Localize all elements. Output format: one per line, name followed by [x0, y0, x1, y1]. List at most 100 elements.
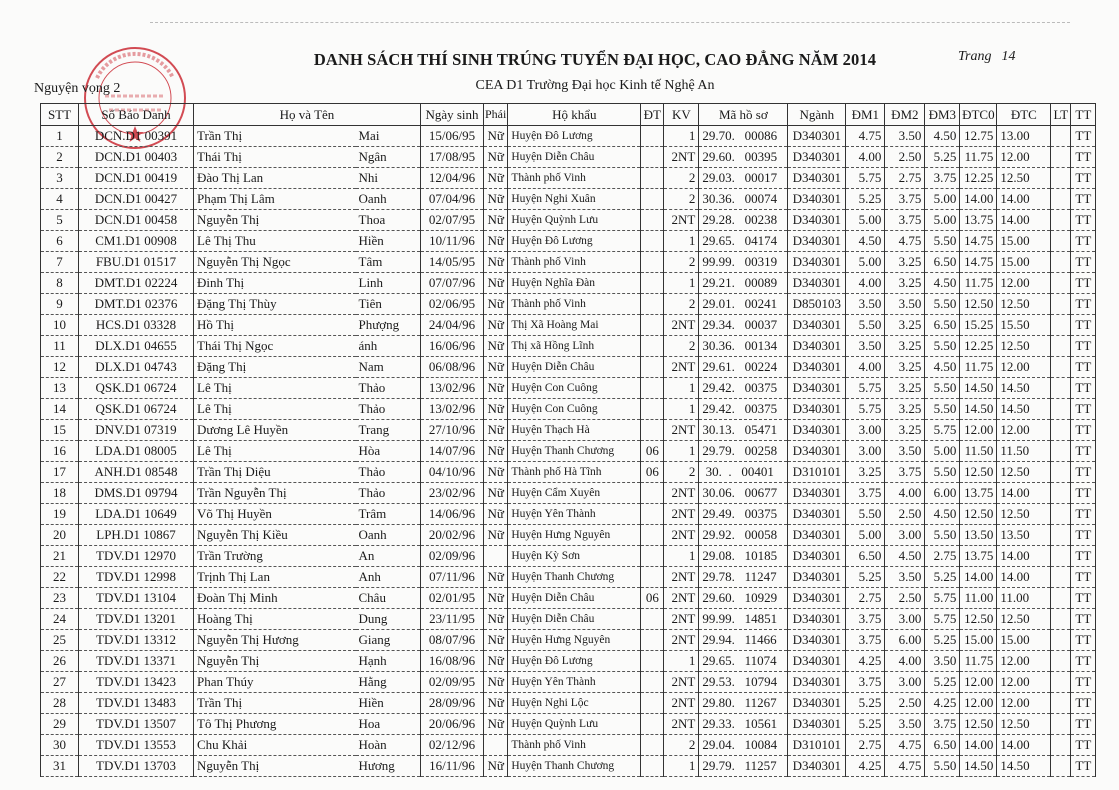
cell-dt — [640, 356, 665, 378]
cell-file-code: 29.03. 00017 — [698, 167, 789, 189]
cell-major: D340301 — [787, 755, 847, 777]
cell-given-name: Hoàn — [355, 734, 421, 756]
cell-given-name: Oanh — [355, 524, 421, 546]
cell-file-code: 29.70. 00086 — [698, 125, 789, 147]
table-row: 10 HCS.D1 03328 Hồ Thị Phượng 24/04/96 Nữ Thị … — [40, 314, 1097, 336]
cell-dm3: 5.25 — [924, 671, 961, 693]
cell-given-name: Tiên — [355, 293, 421, 315]
cell-tt: TT — [1070, 629, 1097, 651]
cell-major: D340301 — [787, 209, 847, 231]
table-row: 24 TDV.D1 13201 Hoàng Thị Dung 23/11/95 Nữ Huy… — [40, 608, 1097, 630]
table-row: 11 DLX.D1 04655 Thái Thị Ngọc ánh 16/06/96 Nữ… — [40, 335, 1097, 357]
cell-dm2: 4.75 — [884, 755, 926, 777]
cell-given-name: Trâm — [355, 503, 421, 525]
cell-given-name: Phượng — [355, 314, 421, 336]
cell-file-code: 29.94. 11466 — [698, 629, 789, 651]
cell-sbd: LDA.D1 10649 — [78, 503, 194, 525]
cell-dtc0: 15.25 — [959, 314, 998, 336]
cell-residence: Huyện Thanh Chương — [507, 440, 642, 462]
cell-dtc: 14.00 — [996, 188, 1052, 210]
cell-kv: 2NT — [663, 419, 700, 441]
table-row: 29 TDV.D1 13507 Tô Thị Phương Hoa 20/06/96 Nữ… — [40, 713, 1097, 735]
cell-sbd: TDV.D1 13371 — [78, 650, 194, 672]
cell-stt: 31 — [40, 755, 79, 777]
cell-dob: 16/06/96 — [420, 335, 484, 357]
cell-dob: 02/12/96 — [420, 734, 484, 756]
cell-lt — [1050, 482, 1072, 504]
cell-lt — [1050, 650, 1072, 672]
cell-sbd: TDV.D1 13201 — [78, 608, 194, 630]
cell-tt: TT — [1070, 755, 1097, 777]
cell-dt — [640, 734, 665, 756]
cell-given-name: Hiền — [355, 230, 421, 252]
cell-dob: 12/04/96 — [420, 167, 484, 189]
cell-dob: 06/08/96 — [420, 356, 484, 378]
cell-dm1: 5.00 — [845, 524, 886, 546]
cell-dtc: 14.00 — [996, 545, 1052, 567]
cell-surname: Trần Thị — [193, 125, 356, 147]
cell-residence: Thị xã Hồng Lĩnh — [507, 335, 642, 357]
cell-given-name: Oanh — [355, 188, 421, 210]
cell-dm2: 3.00 — [884, 524, 926, 546]
cell-gender: Nữ — [482, 587, 509, 609]
cell-dm3: 5.25 — [924, 629, 961, 651]
col-header-tt: TT — [1070, 103, 1097, 126]
cell-kv: 2NT — [663, 608, 700, 630]
cell-dm3: 2.75 — [924, 545, 961, 567]
cell-stt: 18 — [40, 482, 79, 504]
cell-file-code: 29.08. 10185 — [698, 545, 789, 567]
cell-dtc0: 12.00 — [959, 419, 998, 441]
cell-file-code: 29.92. 00058 — [698, 524, 789, 546]
cell-file-code: 29.42. 00375 — [698, 377, 789, 399]
cell-major: D850103 — [787, 293, 847, 315]
cell-dt — [640, 650, 665, 672]
cell-dm2: 3.00 — [884, 671, 926, 693]
cell-major: D340301 — [787, 230, 847, 252]
cell-dt — [640, 755, 665, 777]
cell-tt: TT — [1070, 713, 1097, 735]
cell-dob: 20/06/96 — [420, 713, 484, 735]
cell-dtc0: 15.00 — [959, 629, 998, 651]
cell-major: D340301 — [787, 440, 847, 462]
cell-kv: 2 — [663, 188, 700, 210]
cell-stt: 24 — [40, 608, 79, 630]
table-row: 19 LDA.D1 10649 Võ Thị Huyền Trâm 14/06/96 Nữ… — [40, 503, 1097, 525]
cell-dtc0: 12.25 — [959, 167, 998, 189]
cell-gender: Nữ — [482, 566, 509, 588]
cell-dtc: 12.50 — [996, 503, 1052, 525]
cell-dob: 02/01/95 — [420, 587, 484, 609]
table-row: 21 TDV.D1 12970 Trần Trường An 02/09/96 Huyện… — [40, 545, 1097, 567]
cell-surname: Lê Thị Thu — [193, 230, 356, 252]
cell-dtc: 12.00 — [996, 650, 1052, 672]
cell-lt — [1050, 671, 1072, 693]
cell-file-code: 29.80. 11267 — [698, 692, 789, 714]
table-row: 31 TDV.D1 13703 Nguyễn Thị Hương 16/11/96 Nữ H… — [40, 755, 1097, 777]
cell-file-code: 29.33. 10561 — [698, 713, 789, 735]
cell-kv: 2NT — [663, 146, 700, 168]
cell-surname: Trần Trường — [193, 545, 356, 567]
cell-lt — [1050, 356, 1072, 378]
cell-dm3: 4.25 — [924, 692, 961, 714]
cell-given-name: Nhi — [355, 167, 421, 189]
cell-stt: 4 — [40, 188, 79, 210]
col-header-sbd: Số Báo Danh — [78, 103, 194, 126]
cell-major: D340301 — [787, 608, 847, 630]
cell-gender: Nữ — [482, 503, 509, 525]
cell-dtc0: 11.75 — [959, 650, 998, 672]
table-row: 23 TDV.D1 13104 Đoàn Thị Minh Châu 02/01/95 N… — [40, 587, 1097, 609]
cell-residence: Thành phố Vinh — [507, 167, 642, 189]
cell-tt: TT — [1070, 503, 1097, 525]
cell-dtc: 14.50 — [996, 755, 1052, 777]
cell-dt — [640, 398, 665, 420]
table-row: 5 DCN.D1 00458 Nguyễn Thị Thoa 02/07/95 Nữ Huy… — [40, 209, 1097, 231]
cell-surname: Lê Thị — [193, 398, 356, 420]
cell-sbd: TDV.D1 13553 — [78, 734, 194, 756]
table-row: 6 CM1.D1 00908 Lê Thị Thu Hiền 10/11/96 Nữ Huy… — [40, 230, 1097, 252]
cell-dm2: 3.25 — [884, 272, 926, 294]
cell-dm1: 3.75 — [845, 671, 886, 693]
cell-dm1: 5.75 — [845, 167, 886, 189]
cell-lt — [1050, 608, 1072, 630]
cell-sbd: DMT.D1 02224 — [78, 272, 194, 294]
cell-stt: 29 — [40, 713, 79, 735]
cell-major: D340301 — [787, 167, 847, 189]
